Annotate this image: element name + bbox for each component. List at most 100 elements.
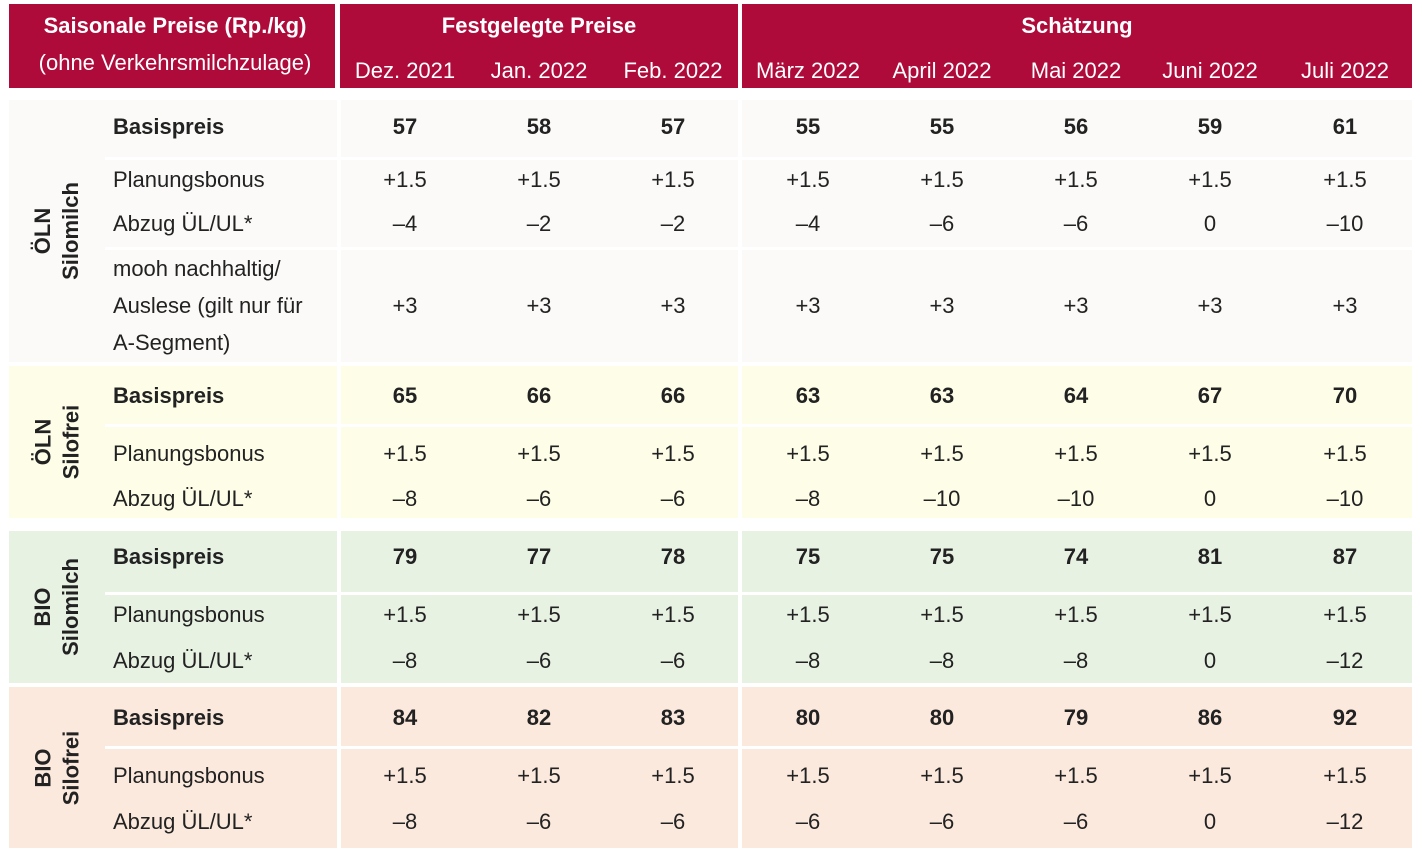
table-cell: +3 [929,293,955,318]
table-cell: +3 [1197,293,1223,318]
group-label-line1: BIO [30,587,56,627]
table-cell: +1.5 [383,167,427,192]
table-cell: 59 [1197,114,1223,139]
table-cell: 79 [392,544,418,569]
table-cell: +1.5 [383,763,427,788]
table-cell: –12 [1326,809,1364,834]
table-cell: –6 [526,486,552,511]
group-label-line2: Silomilch [58,558,84,656]
row-label: Planungsbonus [113,763,265,788]
header-month: Juni 2022 [1162,58,1258,83]
table-cell: 66 [526,383,552,408]
table-cell: –8 [392,809,418,834]
table-cell: +1.5 [1323,763,1367,788]
table-cell: 0 [1203,809,1217,834]
table-cell: 57 [660,114,686,139]
header-month: Mai 2022 [1030,58,1122,83]
table-cell: –6 [929,809,955,834]
table-cell: +3 [660,293,686,318]
table-cell: 70 [1332,383,1358,408]
table-cell: +1.5 [920,602,964,627]
row-label: Auslese (gilt nur für [113,293,303,318]
table-cell: 65 [392,383,418,408]
table-cell: 64 [1063,383,1089,408]
table-cell: +1.5 [1188,602,1232,627]
table-cell: 80 [929,705,955,730]
group-background [9,531,1412,683]
table-cell: –10 [1326,211,1364,236]
table-cell: 55 [795,114,821,139]
table-cell: 79 [1063,705,1089,730]
table-cell: –10 [1057,486,1095,511]
row-label: Abzug ÜL/UL* [113,809,253,834]
table-cell: 81 [1197,544,1223,569]
table-cell: 84 [392,705,418,730]
group-label-line1: ÖLN [30,207,56,255]
table-cell: +3 [1332,293,1358,318]
row-label: Abzug ÜL/UL* [113,648,253,673]
table-cell: 57 [392,114,418,139]
row-label: Basispreis [113,544,225,569]
row-separator [105,157,1412,160]
row-separator [105,592,1412,595]
group-background [9,100,1412,362]
table-cell: 0 [1203,486,1217,511]
group-background [9,687,1412,848]
table-cell: 63 [795,383,821,408]
header-title: Saisonale Preise (Rp./kg) [43,13,307,38]
table-cell: –10 [923,486,961,511]
table-cell: –8 [795,486,821,511]
table-cell: +1.5 [651,763,695,788]
table-cell: 80 [795,705,821,730]
table-cell: 78 [660,544,686,569]
group-label: ÖLN Silomilch [9,100,105,362]
table-cell: –10 [1326,486,1364,511]
table-cell: +1.5 [920,167,964,192]
row-separator [105,247,1412,250]
table-cell: –4 [795,211,821,236]
row-label: Planungsbonus [113,602,265,627]
table-cell: –8 [392,648,418,673]
table-cell: 75 [795,544,821,569]
table-cell: –8 [392,486,418,511]
table-cell: +3 [1063,293,1089,318]
table-cell: 74 [1063,544,1089,569]
row-separator [105,746,1412,749]
table-cell: 55 [929,114,955,139]
table-cell: +3 [795,293,821,318]
table-cell: +1.5 [1054,763,1098,788]
table-cell: 87 [1332,544,1358,569]
row-label: Planungsbonus [113,167,265,192]
group-label-line1: BIO [29,747,55,788]
header-title-cell [9,4,335,88]
table-cell: –8 [1063,648,1089,673]
group-label-line1: ÖLN [29,418,55,466]
table-cell: +1.5 [517,602,561,627]
row-separator [105,424,1412,427]
header-month: Dez. 2021 [354,58,456,83]
table-cell: –6 [660,486,686,511]
row-label: Basispreis [113,705,225,730]
table-cell: –6 [660,648,686,673]
row-label: Abzug ÜL/UL* [113,211,253,236]
table-cell: 0 [1203,648,1217,673]
table-cell: +1.5 [651,441,695,466]
group-label: BIO Silofrei [9,687,105,848]
table-cell: +1.5 [1054,167,1098,192]
header-month: April 2022 [892,58,992,83]
row-label: Basispreis [113,114,225,139]
row-label: A-Segment) [113,330,231,355]
table-cell: +3 [526,293,552,318]
table-cell: +1.5 [1323,441,1367,466]
group-label: ÖLN Silofrei [9,366,105,518]
header-month: Juli 2022 [1300,58,1390,83]
table-cell: +1.5 [786,167,830,192]
column-separator [738,92,742,852]
table-cell: –6 [1063,809,1089,834]
table-cell: +1.5 [1188,167,1232,192]
table-cell: 61 [1332,114,1358,139]
table-cell: –6 [795,809,821,834]
header-group-estimate: Schätzung [1021,13,1133,38]
header-estimate-cell [742,4,1412,88]
